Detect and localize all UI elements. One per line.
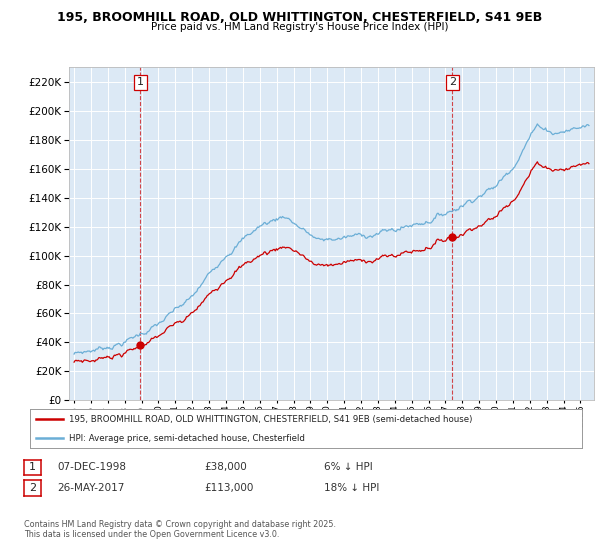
Text: 195, BROOMHILL ROAD, OLD WHITTINGTON, CHESTERFIELD, S41 9EB (semi-detached house: 195, BROOMHILL ROAD, OLD WHITTINGTON, CH… (68, 415, 472, 424)
Text: £38,000: £38,000 (204, 463, 247, 472)
Text: 6% ↓ HPI: 6% ↓ HPI (324, 463, 373, 472)
Text: 1: 1 (137, 77, 144, 87)
Text: Price paid vs. HM Land Registry's House Price Index (HPI): Price paid vs. HM Land Registry's House … (151, 22, 449, 32)
Text: £113,000: £113,000 (204, 483, 253, 493)
Text: 2: 2 (449, 77, 456, 87)
Text: 26-MAY-2017: 26-MAY-2017 (57, 483, 124, 493)
Text: 195, BROOMHILL ROAD, OLD WHITTINGTON, CHESTERFIELD, S41 9EB: 195, BROOMHILL ROAD, OLD WHITTINGTON, CH… (58, 11, 542, 24)
Text: Contains HM Land Registry data © Crown copyright and database right 2025.
This d: Contains HM Land Registry data © Crown c… (24, 520, 336, 539)
Text: HPI: Average price, semi-detached house, Chesterfield: HPI: Average price, semi-detached house,… (68, 433, 305, 443)
Text: 2: 2 (29, 483, 36, 493)
Text: 1: 1 (29, 463, 36, 472)
Text: 07-DEC-1998: 07-DEC-1998 (57, 463, 126, 472)
Text: 18% ↓ HPI: 18% ↓ HPI (324, 483, 379, 493)
